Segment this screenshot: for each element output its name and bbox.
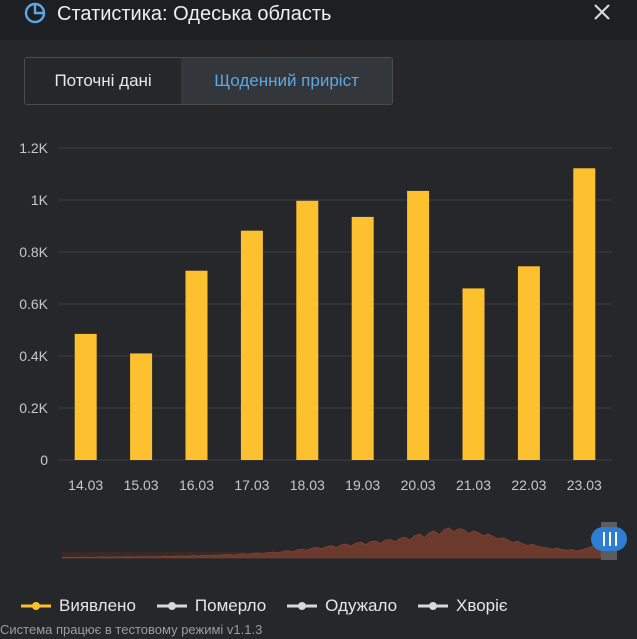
y-tick-label: 0 xyxy=(40,452,48,468)
legend-line-icon xyxy=(156,602,187,610)
legend-item-detected[interactable]: Виявлено xyxy=(20,596,136,616)
x-tick-label: 16.03 xyxy=(179,477,214,493)
bar-19.03[interactable] xyxy=(351,216,374,460)
legend-line-icon xyxy=(21,602,51,610)
legend-line-icon xyxy=(287,602,318,610)
x-tick-label: 22.03 xyxy=(511,477,546,493)
legend-item-sick[interactable]: Хворіє xyxy=(417,596,508,616)
header-bar: Статистика: Одеська область xyxy=(0,0,637,40)
legend-item-recovered[interactable]: Одужало xyxy=(286,596,397,616)
x-tick-label: 18.03 xyxy=(290,477,325,493)
chart-legend: Виявлено Померло Одужало Хворіє xyxy=(20,595,508,617)
bar-21.03[interactable] xyxy=(462,288,485,460)
legend-label: Померло xyxy=(194,596,267,615)
pie-chart-icon xyxy=(24,2,46,24)
y-tick-label: 0.6K xyxy=(19,296,48,312)
x-tick-label: 17.03 xyxy=(234,477,269,493)
navigator-handle[interactable] xyxy=(591,527,627,551)
view-tabs: Поточні дані Щоденний приріст xyxy=(24,57,393,105)
version-footer: Система працює в тестовому режимі v1.1.3 xyxy=(0,622,263,637)
legend-label: Одужало xyxy=(325,596,398,615)
x-tick-label: 23.03 xyxy=(567,477,602,493)
y-tick-label: 0.8K xyxy=(19,244,48,260)
legend-label: Хворіє xyxy=(456,596,508,615)
bar-15.03[interactable] xyxy=(130,353,153,460)
x-tick-label: 21.03 xyxy=(456,477,491,493)
bar-22.03[interactable] xyxy=(517,266,540,460)
tab-daily-growth[interactable]: Щоденний приріст xyxy=(181,58,392,104)
y-tick-label: 0.2K xyxy=(19,400,48,416)
legend-item-deaths[interactable]: Померло xyxy=(156,596,266,616)
navigator-area xyxy=(61,527,602,559)
y-tick-label: 1K xyxy=(31,192,49,208)
bar-16.03[interactable] xyxy=(185,270,208,460)
bar-17.03[interactable] xyxy=(240,230,263,460)
bar-chart: 0 0.2K 0.4K 0.6K 0.8K 1K 1.2K 14.03 15.03 16.03 1… xyxy=(19,140,612,493)
x-tick-label: 19.03 xyxy=(345,477,380,493)
x-tick-label: 15.03 xyxy=(124,477,159,493)
y-tick-label: 0.4K xyxy=(19,348,48,364)
legend-label: Виявлено xyxy=(59,596,136,615)
range-navigator[interactable] xyxy=(0,512,637,572)
legend-line-icon xyxy=(418,602,449,610)
x-tick-label: 14.03 xyxy=(68,477,103,493)
bar-18.03[interactable] xyxy=(296,200,319,460)
page-title: Статистика: Одеська область xyxy=(57,3,332,25)
close-icon[interactable] xyxy=(590,0,614,24)
tab-current-data[interactable]: Поточні дані xyxy=(25,58,182,104)
bar-23.03[interactable] xyxy=(573,168,596,460)
x-tick-label: 20.03 xyxy=(401,477,436,493)
y-tick-label: 1.2K xyxy=(19,140,48,156)
bar-20.03[interactable] xyxy=(407,190,430,460)
bar-14.03[interactable] xyxy=(74,333,97,460)
close-button[interactable] xyxy=(590,0,614,24)
